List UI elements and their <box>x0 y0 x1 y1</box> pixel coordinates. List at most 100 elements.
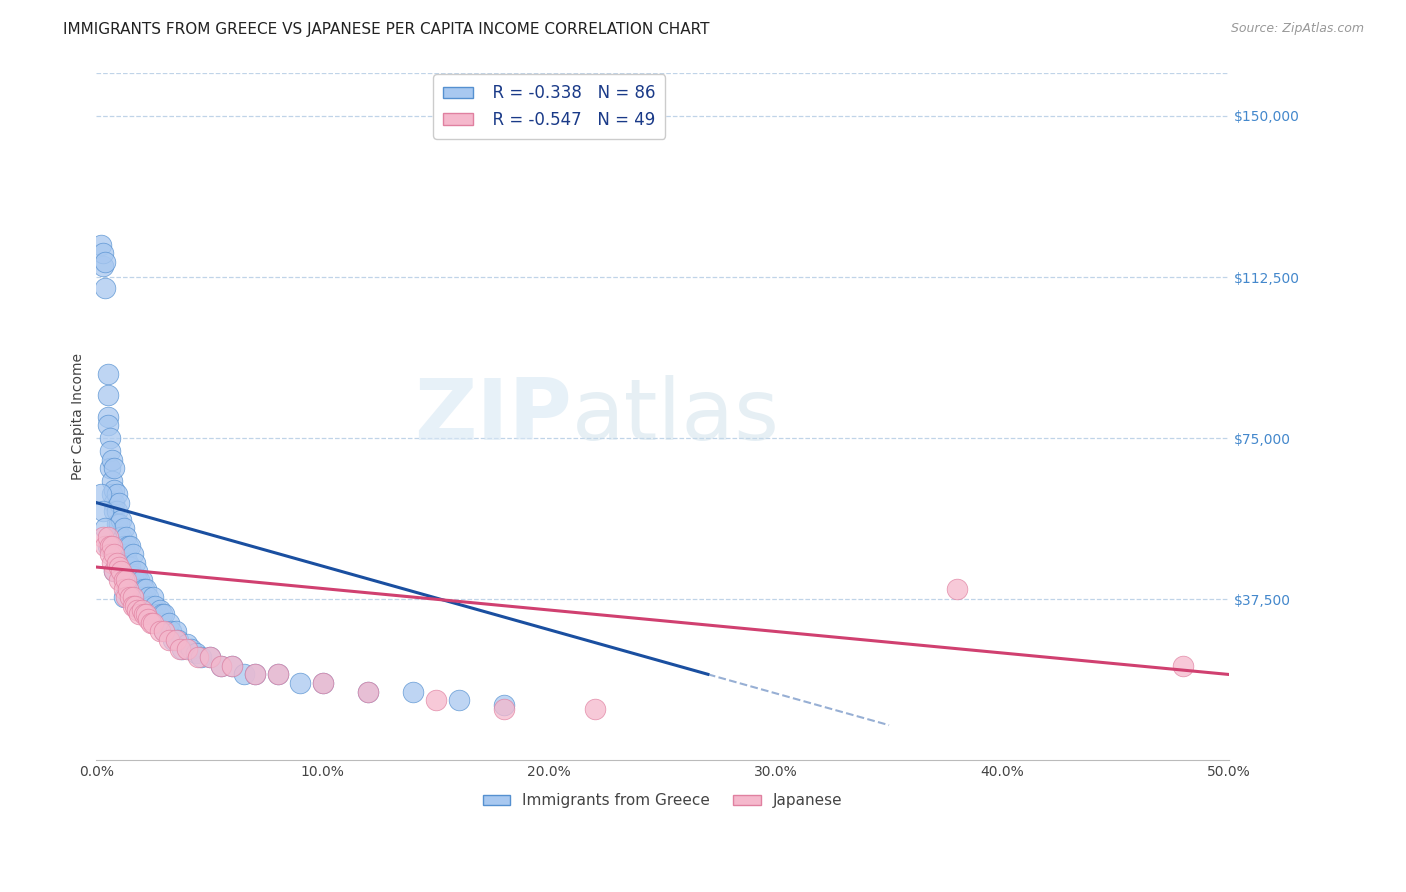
Point <box>103 547 125 561</box>
Point <box>162 633 184 648</box>
Point <box>91 504 114 518</box>
Point <box>112 590 135 604</box>
Point <box>146 607 169 622</box>
Point <box>121 599 143 613</box>
Point <box>402 684 425 698</box>
Point <box>198 650 221 665</box>
Point <box>153 624 176 639</box>
Point <box>357 684 380 698</box>
Point <box>180 641 202 656</box>
Point <box>101 487 124 501</box>
Point <box>131 603 153 617</box>
Point <box>165 624 187 639</box>
Point <box>138 612 160 626</box>
Point <box>357 684 380 698</box>
Point <box>135 582 157 596</box>
Point <box>103 461 125 475</box>
Point <box>98 547 121 561</box>
Point <box>172 641 194 656</box>
Point <box>103 483 125 497</box>
Point <box>243 667 266 681</box>
Point <box>97 539 120 553</box>
Point <box>139 615 162 630</box>
Point <box>90 237 112 252</box>
Point <box>117 582 139 596</box>
Point <box>128 582 150 596</box>
Point <box>101 452 124 467</box>
Point <box>97 530 120 544</box>
Point <box>169 641 191 656</box>
Point <box>135 599 157 613</box>
Text: Source: ZipAtlas.com: Source: ZipAtlas.com <box>1230 22 1364 36</box>
Point <box>160 624 183 639</box>
Point <box>110 530 132 544</box>
Point <box>167 633 190 648</box>
Point <box>97 409 120 424</box>
Point <box>165 633 187 648</box>
Point <box>243 667 266 681</box>
Point <box>312 676 335 690</box>
Point <box>112 539 135 553</box>
Point <box>135 607 157 622</box>
Text: ZIP: ZIP <box>415 376 572 458</box>
Point <box>198 650 221 665</box>
Point <box>97 367 120 381</box>
Point <box>112 521 135 535</box>
Point <box>98 444 121 458</box>
Point <box>149 615 172 630</box>
Point <box>98 431 121 445</box>
Point <box>127 565 149 579</box>
Text: atlas: atlas <box>572 376 780 458</box>
Point <box>121 547 143 561</box>
Text: IMMIGRANTS FROM GREECE VS JAPANESE PER CAPITA INCOME CORRELATION CHART: IMMIGRANTS FROM GREECE VS JAPANESE PER C… <box>63 22 710 37</box>
Point <box>114 530 136 544</box>
Point <box>139 599 162 613</box>
Point <box>190 650 212 665</box>
Point <box>91 530 114 544</box>
Point <box>142 615 165 630</box>
Point <box>101 474 124 488</box>
Point <box>128 607 150 622</box>
Point <box>143 599 166 613</box>
Point <box>121 590 143 604</box>
Point <box>266 667 288 681</box>
Point <box>124 556 146 570</box>
Point <box>112 582 135 596</box>
Point <box>138 590 160 604</box>
Point <box>150 607 173 622</box>
Point <box>157 633 180 648</box>
Point <box>492 698 515 712</box>
Point <box>94 539 117 553</box>
Point <box>98 539 121 553</box>
Point <box>105 556 128 570</box>
Point <box>108 495 131 509</box>
Point <box>120 590 142 604</box>
Point <box>105 504 128 518</box>
Point <box>120 560 142 574</box>
Point <box>583 702 606 716</box>
Point <box>290 676 312 690</box>
Point <box>187 650 209 665</box>
Point <box>132 582 155 596</box>
Point <box>101 539 124 553</box>
Point <box>131 573 153 587</box>
Legend: Immigrants from Greece, Japanese: Immigrants from Greece, Japanese <box>477 788 849 814</box>
Point <box>209 658 232 673</box>
Point <box>117 539 139 553</box>
Point <box>103 504 125 518</box>
Point <box>103 565 125 579</box>
Point <box>157 615 180 630</box>
Point <box>91 246 114 260</box>
Point <box>105 487 128 501</box>
Point <box>142 590 165 604</box>
Point <box>153 607 176 622</box>
Point <box>232 667 254 681</box>
Point <box>131 590 153 604</box>
Point <box>114 590 136 604</box>
Point <box>209 658 232 673</box>
Point <box>221 658 243 673</box>
Point <box>127 603 149 617</box>
Point <box>98 461 121 475</box>
Point <box>108 560 131 574</box>
Point <box>110 565 132 579</box>
